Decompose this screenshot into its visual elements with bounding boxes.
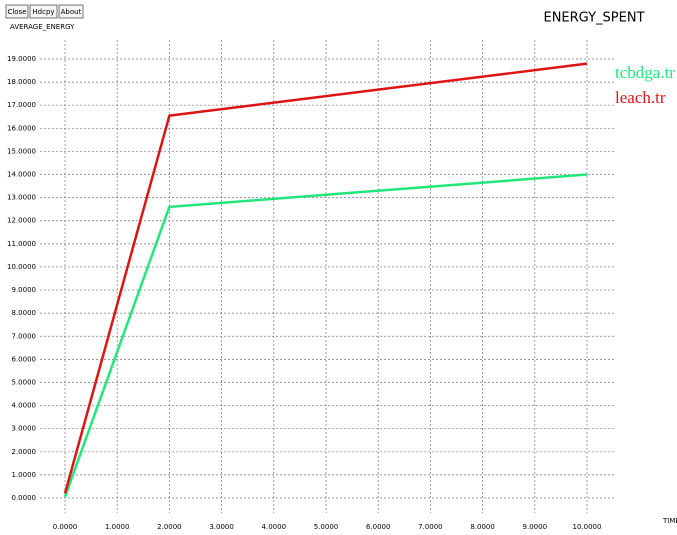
y-tick-label: 1.0000 <box>12 471 37 479</box>
y-tick-label: 6.0000 <box>12 355 37 363</box>
toolbar-button[interactable]: Hdcpy <box>29 4 58 19</box>
x-tick-label: 6.0000 <box>366 523 391 531</box>
legend-label: tcbdga.tr <box>615 63 675 82</box>
legend-label: leach.tr <box>615 88 666 107</box>
y-tick-label: 3.0000 <box>12 425 37 433</box>
toolbar-button[interactable]: Close <box>5 4 29 19</box>
x-tick-label: 0.0000 <box>53 523 78 531</box>
x-axis-label: TIME <box>662 517 677 525</box>
y-tick-label: 9.0000 <box>12 286 37 294</box>
y-tick-label: 12.0000 <box>7 217 36 225</box>
series-line <box>63 173 588 498</box>
x-tick-label: 5.0000 <box>314 523 339 531</box>
button-label[interactable]: Hdcpy <box>32 8 54 16</box>
y-tick-label: 10.0000 <box>7 263 36 271</box>
y-tick-label: 14.0000 <box>7 171 36 179</box>
y-tick-label: 18.0000 <box>7 78 36 86</box>
series-line <box>63 62 588 494</box>
chart-title: ENERGY_SPENT <box>543 11 644 26</box>
y-tick-label: 5.0000 <box>12 378 37 386</box>
toolbar-button[interactable]: About <box>58 4 84 19</box>
y-tick-label: 13.0000 <box>7 194 36 202</box>
y-tick-label: 15.0000 <box>7 147 36 155</box>
x-tick-label: 4.0000 <box>262 523 287 531</box>
x-tick-label: 1.0000 <box>105 523 130 531</box>
y-tick-label: 19.0000 <box>7 55 36 63</box>
button-frame <box>5 4 29 19</box>
y-tick-label: 11.0000 <box>7 240 36 248</box>
y-tick-label: 16.0000 <box>7 124 36 132</box>
y-tick-label: 4.0000 <box>12 402 37 410</box>
x-tick-label: 3.0000 <box>209 523 234 531</box>
x-tick-label: 10.0000 <box>573 523 602 531</box>
x-tick-label: 8.0000 <box>470 523 495 531</box>
y-tick-label: 17.0000 <box>7 101 36 109</box>
x-tick-label: 7.0000 <box>418 523 443 531</box>
y-tick-label: 7.0000 <box>12 332 37 340</box>
button-frame <box>29 4 58 19</box>
button-label[interactable]: About <box>61 8 82 16</box>
button-frame <box>58 4 84 19</box>
y-tick-label: 0.0000 <box>12 494 37 502</box>
y-tick-label: 2.0000 <box>12 448 37 456</box>
y-axis-label: AVERAGE_ENERGY <box>10 23 75 31</box>
x-tick-label: 2.0000 <box>157 523 182 531</box>
x-tick-label: 9.0000 <box>523 523 548 531</box>
y-tick-label: 8.0000 <box>12 309 37 317</box>
button-label[interactable]: Close <box>7 8 26 16</box>
